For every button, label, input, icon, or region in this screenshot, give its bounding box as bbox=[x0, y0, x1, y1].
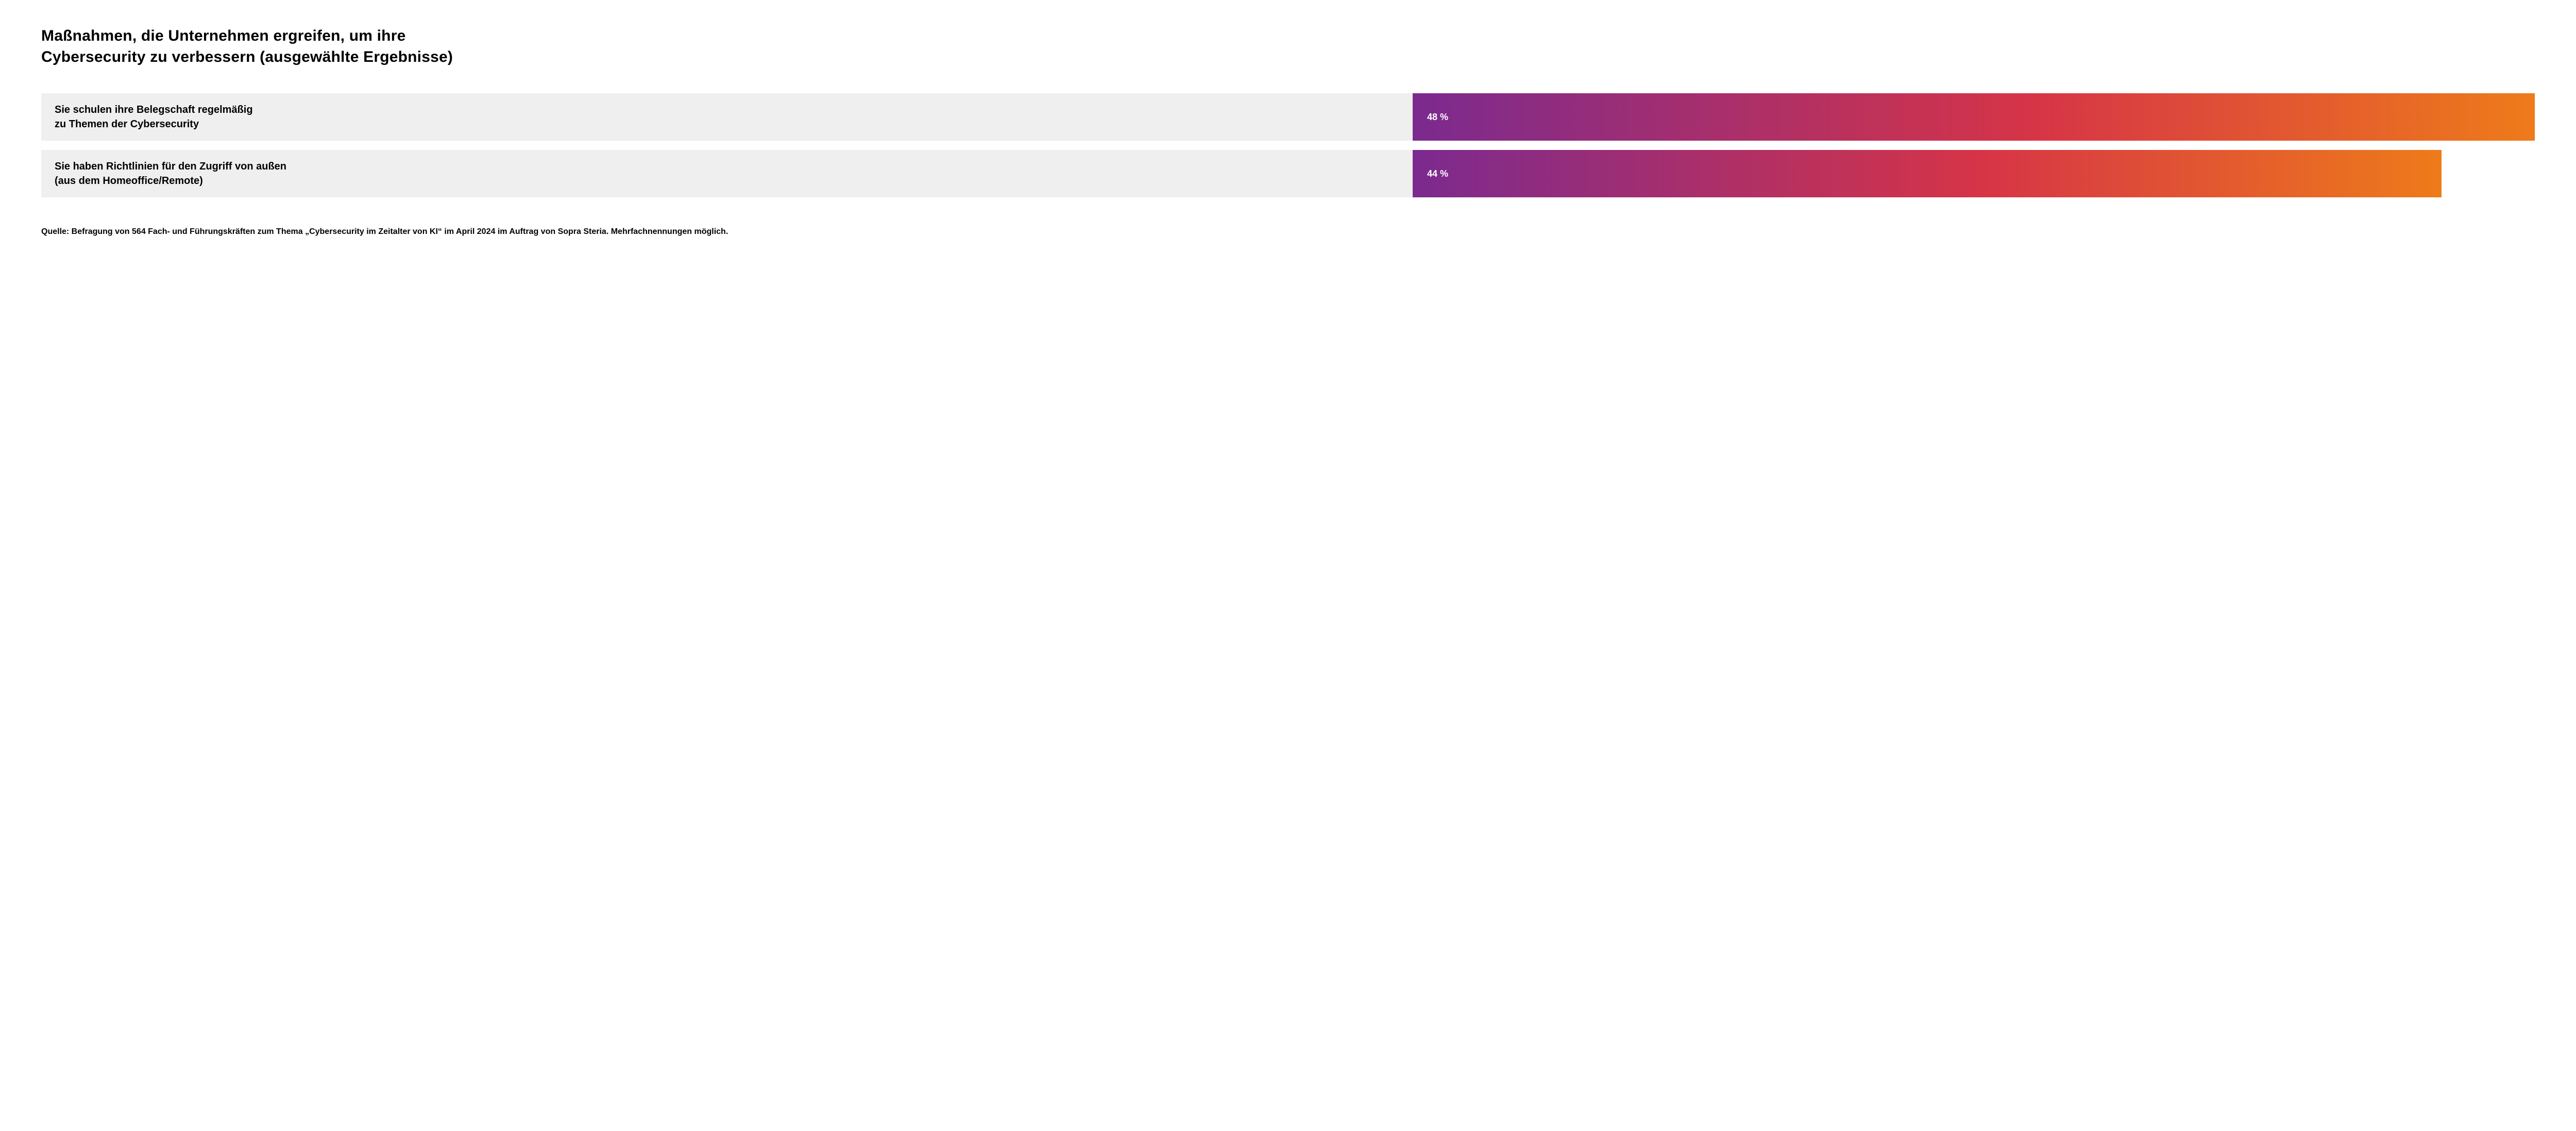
chart-title: Maßnahmen, die Unternehmen ergreifen, um… bbox=[41, 26, 2535, 67]
bar-fill: 48 % bbox=[1413, 93, 2535, 141]
bar-rows: Sie schulen ihre Belegschaft regelmäßig … bbox=[41, 93, 2535, 197]
bar-row-label: Sie haben Richtlinien für den Zugriff vo… bbox=[41, 150, 1413, 197]
bar-row: Sie schulen ihre Belegschaft regelmäßig … bbox=[41, 93, 2535, 141]
bar-track: 44 % bbox=[1413, 150, 2535, 197]
bar-row: Sie haben Richtlinien für den Zugriff vo… bbox=[41, 150, 2535, 197]
bar-track: 48 % bbox=[1413, 93, 2535, 141]
bar-fill: 44 % bbox=[1413, 150, 2442, 197]
bar-value-label: 44 % bbox=[1427, 168, 1448, 179]
bar-row-label: Sie schulen ihre Belegschaft regelmäßig … bbox=[41, 93, 1413, 141]
chart-source: Quelle: Befragung von 564 Fach- und Führ… bbox=[41, 226, 2535, 238]
bar-value-label: 48 % bbox=[1427, 112, 1448, 123]
